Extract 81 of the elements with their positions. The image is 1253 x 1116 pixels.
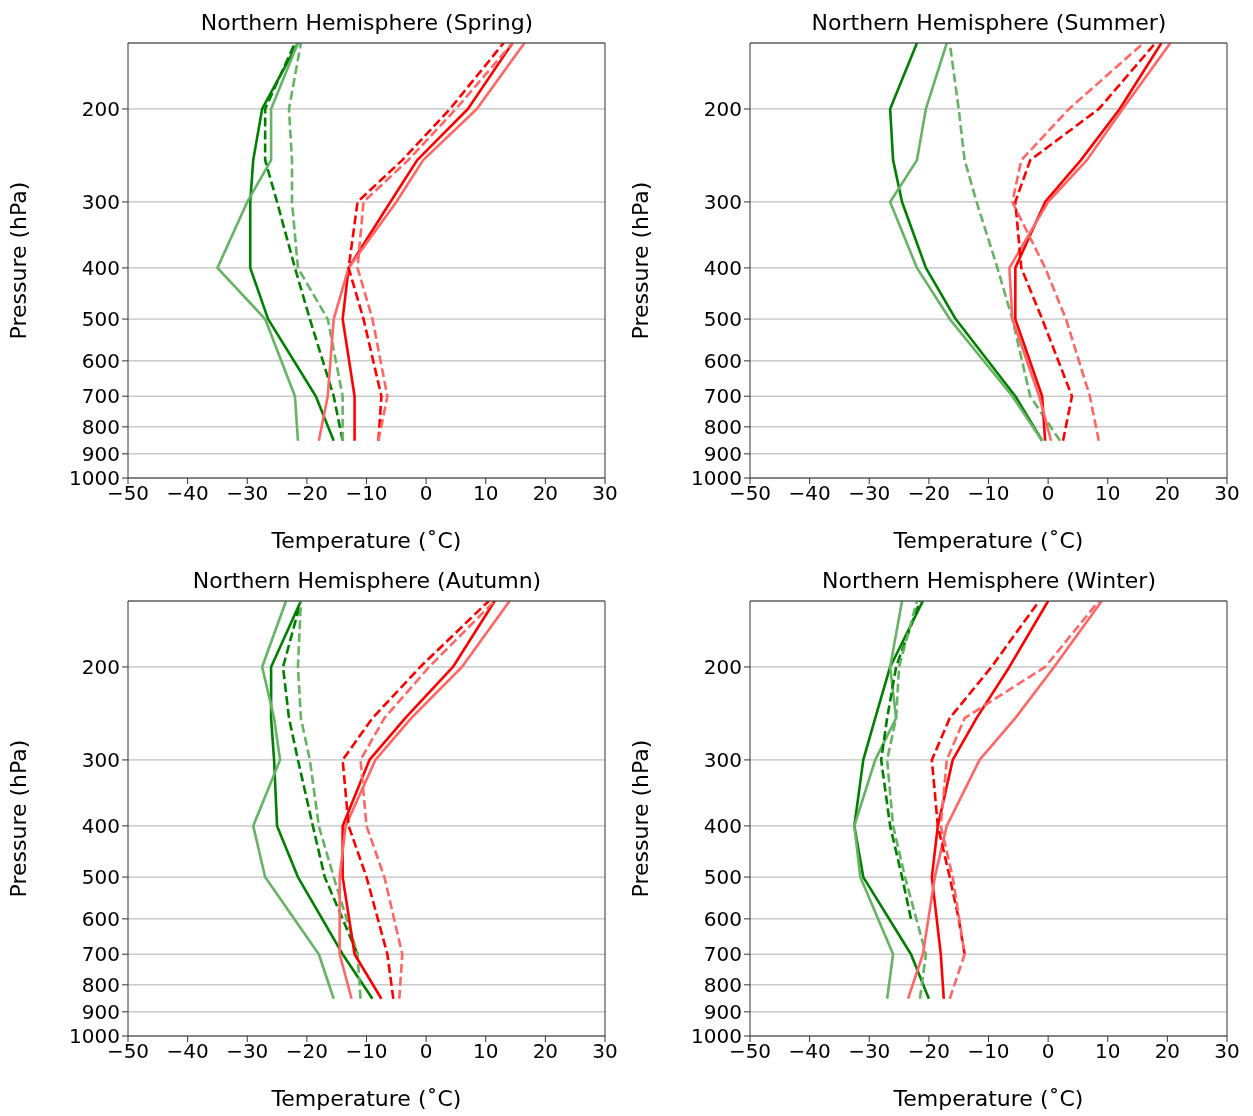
y-axis-title: Pressure (hPa) [5,181,31,340]
y-tick-label: 400 [703,814,742,838]
y-tick-label: 500 [81,307,120,332]
y-axis-title: Pressure (hPa) [5,739,31,898]
y-tick-label: 500 [81,865,120,890]
y-tick-label: 700 [81,384,120,409]
y-tick-label: 300 [81,748,120,773]
x-tick-label: −20 [285,481,328,506]
x-tick-label: −30 [226,1039,269,1064]
y-tick-label: 300 [81,190,120,215]
x-tick-label: −40 [166,1039,209,1064]
x-tick-label: 0 [1041,1039,1055,1064]
x-tick-label: 20 [532,1039,559,1064]
y-axis-title: Pressure (hPa) [627,181,653,340]
x-tick-label: 10 [1095,481,1121,506]
y-tick-label: 400 [703,256,742,280]
x-tick-label: −30 [848,1039,891,1064]
chart-title: Northern Hemisphere (Spring) [199,9,535,37]
y-tick-label: 300 [703,190,742,215]
y-tick-label: 200 [703,655,742,680]
x-axis-title: Temperature (˚C) [270,528,462,553]
x-tick-label: 30 [592,1039,618,1064]
y-tick-label: 900 [81,441,120,466]
x-tick-label: 20 [1154,1039,1181,1064]
y-tick-label: 800 [81,972,120,997]
x-tick-label: −20 [907,481,950,506]
line-series [251,601,336,1001]
line-series [296,601,362,1001]
chart-title: Northern Hemisphere (Autumn) [191,567,543,595]
y-tick-label: 900 [81,999,120,1024]
x-tick-label: 0 [419,1039,433,1064]
line-series [317,43,526,443]
x-tick-label: 20 [532,481,559,506]
x-tick-label: 10 [473,481,499,506]
y-tick-label: 400 [81,256,120,280]
x-tick-label: 30 [1214,481,1240,506]
y-axis-title: Pressure (hPa) [627,739,653,898]
y-tick-label: 500 [703,307,742,332]
y-tick-label: 300 [703,748,742,773]
y-tick-label: 700 [703,384,742,409]
y-tick-label: 400 [81,814,120,838]
x-tick-label: −40 [788,1039,831,1064]
y-tick-label: 800 [703,414,742,439]
x-tick-label: −10 [345,481,388,506]
chart-title: Northern Hemisphere (Winter) [821,567,1157,595]
x-tick-label: 20 [1154,481,1181,506]
x-tick-label: −10 [345,1039,388,1064]
line-series [888,43,1044,443]
y-tick-label: 600 [81,906,120,931]
x-tick-label: 30 [1214,1039,1240,1064]
x-tick-label: 10 [473,1039,499,1064]
x-axis-title: Temperature (˚C) [270,1086,462,1111]
x-tick-label: −40 [788,481,831,506]
y-tick-label: 700 [81,942,120,967]
y-tick-label: 600 [703,348,742,373]
x-axis-title: Temperature (˚C) [892,528,1084,553]
y-tick-label: 600 [703,906,742,931]
x-tick-label: −40 [166,481,209,506]
chart-title: Northern Hemisphere (Summer) [810,9,1168,37]
y-tick-label: 500 [703,865,742,890]
x-tick-label: −10 [967,1039,1010,1064]
y-tick-label: 600 [81,348,120,373]
y-tick-label: 200 [703,97,742,122]
y-tick-label: 900 [703,999,742,1024]
x-tick-label: −10 [967,481,1010,506]
y-tick-label: 700 [703,942,742,967]
x-tick-label: −30 [226,481,269,506]
y-tick-label: 800 [81,414,120,439]
line-series [930,601,1050,1001]
x-tick-label: 0 [1041,481,1055,506]
x-tick-label: −20 [907,1039,950,1064]
y-tick-label: 900 [703,441,742,466]
x-tick-label: 0 [419,481,433,506]
x-tick-label: −20 [285,1039,328,1064]
x-tick-label: −30 [848,481,891,506]
x-tick-label: 10 [1095,1039,1121,1064]
y-tick-label: 200 [81,97,120,122]
x-axis-title: Temperature (˚C) [892,1086,1084,1111]
y-tick-label: 200 [81,655,120,680]
x-tick-label: 30 [592,481,618,506]
y-tick-label: 800 [703,972,742,997]
